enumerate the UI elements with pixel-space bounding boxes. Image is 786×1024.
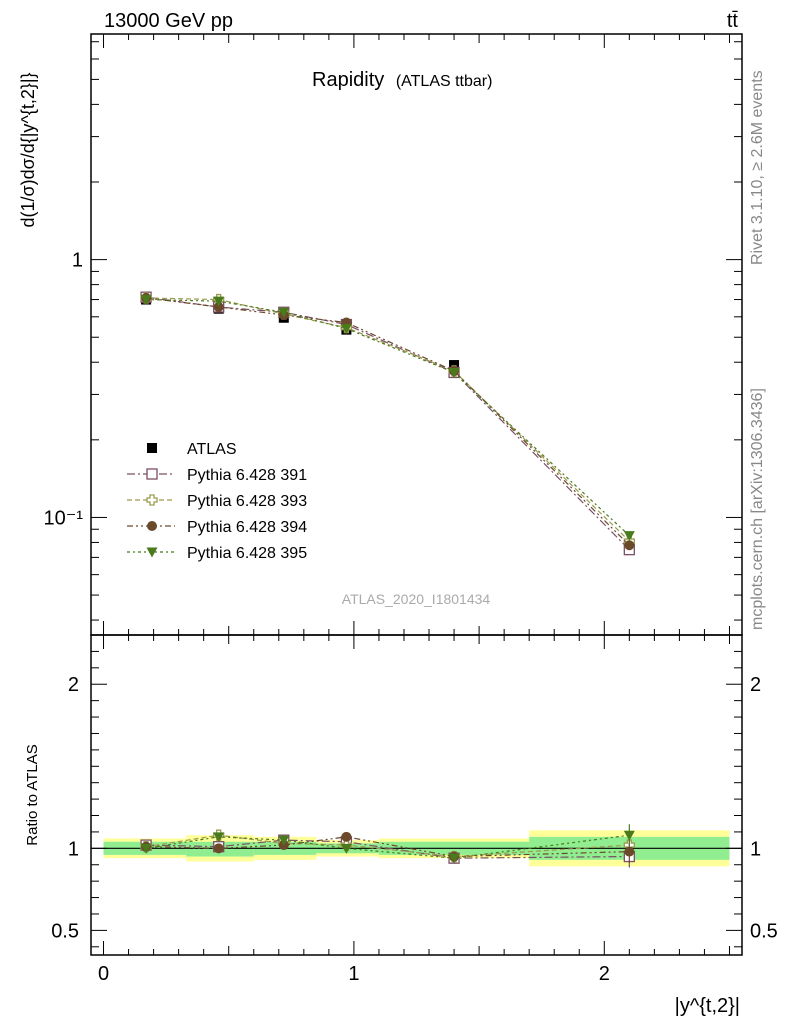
main-series-line: [146, 296, 630, 551]
main-series-3: [141, 292, 635, 551]
legend-entry: Pythia 6.428 393: [127, 493, 307, 510]
chart-title: Rapidity (ATLAS ttbar): [312, 69, 492, 91]
legend-label: Pythia 6.428 394: [187, 519, 307, 536]
legend-marker: [147, 521, 157, 531]
main-data-point: [624, 540, 635, 551]
main-data-point: [140, 295, 152, 306]
ratio-data-point: [448, 853, 460, 864]
mcplots-label: mcplots.cern.ch [arXiv:1306.3436]: [749, 388, 766, 630]
x-tick-label: 2: [599, 963, 610, 985]
main-data-point: [278, 307, 290, 318]
ratio-series-line: [145, 834, 630, 859]
chart-title-main: Rapidity: [312, 69, 384, 91]
legend-entry: Pythia 6.428 391: [127, 467, 307, 484]
ratio-y-tick-label-right: 1: [750, 838, 761, 860]
legend-marker: [146, 494, 158, 506]
legend-entry: Pythia 6.428 395: [127, 545, 307, 562]
ratio-plot-frame: [90, 634, 743, 956]
ratio-series-3: [140, 824, 635, 864]
ratio-data-point: [341, 831, 352, 842]
main-data-point: [340, 324, 352, 335]
legend-marker: [147, 443, 157, 453]
main-series-1: [140, 291, 635, 556]
legend-label: ATLAS: [187, 441, 237, 458]
ratio-y-tick-label-right: 2: [750, 674, 761, 696]
main-data-point: [448, 367, 460, 378]
ratio-data-point: [213, 843, 224, 854]
main-data-point: [449, 360, 460, 371]
legend-entry: ATLAS: [147, 441, 237, 458]
ratio-series-line: [145, 834, 630, 858]
main-series-line: [146, 298, 630, 537]
chart-title-sub: (ATLAS ttbar): [396, 73, 493, 90]
legend: ATLAS Pythia 6.428 391 Pythia 6.428 393 Pyt…: [127, 441, 307, 562]
main-series-4: [140, 295, 635, 542]
main-data-point: [213, 301, 224, 312]
ratio-data-point: [624, 846, 635, 857]
legend-entry: Pythia 6.428 394: [127, 519, 307, 536]
main-data-point: [213, 296, 225, 307]
ratio-y-tick-label-right: 0.5: [750, 920, 778, 942]
ratio-series-line: [146, 836, 630, 858]
main-y-tick-label: 1: [72, 250, 83, 272]
ratio-data-point: [213, 832, 225, 843]
analysis-watermark: ATLAS_2020_I1801434: [342, 591, 491, 607]
main-plot-panel: 10⁻¹ 1: [44, 33, 743, 636]
ratio-series-line: [146, 839, 630, 859]
legend-marker: [146, 547, 158, 558]
header-energy-label: 13000 GeV pp: [104, 10, 233, 32]
ratio-y-tick-label: 0.5: [51, 920, 79, 942]
x-axis-label: |y^{t,2}|: [675, 995, 740, 1017]
ratio-data-point: [140, 843, 152, 854]
legend-label: Pythia 6.428 395: [187, 545, 307, 562]
main-y-tick-label: 10⁻¹: [44, 507, 84, 529]
legend-label: Pythia 6.428 391: [187, 467, 307, 484]
ratio-y-tick-label: 1: [68, 838, 79, 860]
ratio-plot-panel: 0.5 0.5 1 1 2 2 0 1 2: [51, 634, 778, 985]
main-series-0: [141, 294, 635, 549]
ratio-y-axis-label: Ratio to ATLAS: [24, 744, 41, 845]
ratio-data-point: [278, 835, 290, 846]
legend-label: Pythia 6.428 393: [187, 493, 307, 510]
ratio-data-point: [623, 830, 635, 841]
main-y-axis-label: d(1/σ)dσ/d{|y^{t,2}|}: [18, 72, 38, 227]
rivet-version-label: Rivet 3.1.10, ≥ 2.6M events: [749, 70, 766, 265]
main-data-point: [623, 531, 635, 542]
header-process-label: tt̄: [727, 10, 739, 32]
legend-marker: [146, 468, 158, 480]
x-tick-label: 0: [98, 963, 109, 985]
ratio-data-point: [340, 843, 352, 854]
ratio-y-tick-label: 2: [68, 674, 79, 696]
x-tick-label: 1: [348, 963, 359, 985]
